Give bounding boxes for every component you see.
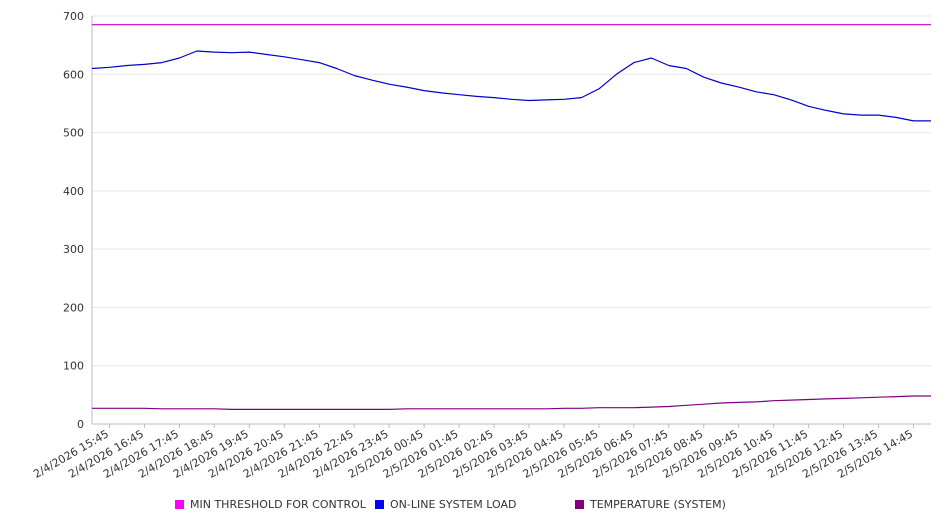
legend-label-system-load: ON-LINE SYSTEM LOAD bbox=[390, 498, 517, 511]
legend-label-temperature: TEMPERATURE (SYSTEM) bbox=[590, 498, 726, 511]
y-tick-label: 100 bbox=[63, 360, 84, 373]
gridlines bbox=[92, 15, 931, 425]
legend: MIN THRESHOLD FOR CONTROL ON-LINE SYSTEM… bbox=[0, 498, 946, 514]
legend-item-threshold[interactable]: MIN THRESHOLD FOR CONTROL bbox=[175, 498, 366, 511]
y-tick-label: 0 bbox=[77, 418, 84, 431]
series-lines bbox=[91, 24, 931, 410]
y-tick-label: 700 bbox=[63, 10, 84, 23]
legend-swatch-threshold bbox=[175, 500, 184, 509]
y-axis: 0 100 200 300 400 500 600 700 bbox=[63, 10, 93, 431]
y-tick-label: 200 bbox=[63, 301, 84, 314]
legend-label-threshold: MIN THRESHOLD FOR CONTROL bbox=[190, 498, 366, 511]
series-line-1 bbox=[91, 50, 931, 122]
y-tick-label: 300 bbox=[63, 243, 84, 256]
series-line-2 bbox=[92, 395, 931, 410]
y-tick-label: 500 bbox=[63, 127, 84, 140]
legend-item-temperature[interactable]: TEMPERATURE (SYSTEM) bbox=[575, 498, 726, 511]
y-tick-label: 600 bbox=[63, 68, 84, 81]
x-axis: 2/4/2026 15:452/4/2026 16:452/4/2026 17:… bbox=[31, 423, 931, 481]
legend-swatch-temperature bbox=[575, 500, 584, 509]
legend-swatch-system-load bbox=[375, 500, 384, 509]
legend-item-system-load[interactable]: ON-LINE SYSTEM LOAD bbox=[375, 498, 516, 511]
y-tick-label: 400 bbox=[63, 185, 84, 198]
